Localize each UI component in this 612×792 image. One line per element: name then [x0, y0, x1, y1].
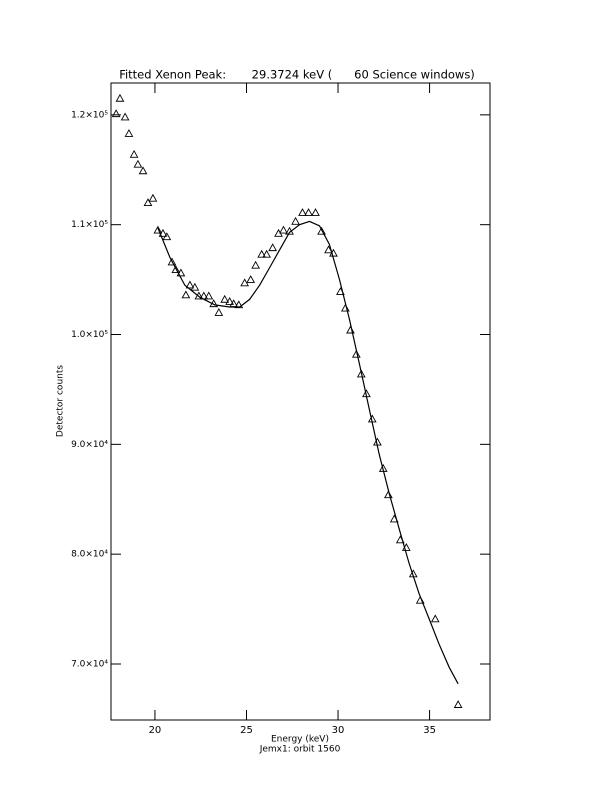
- data-point: [340, 303, 350, 312]
- data-point: [401, 543, 411, 551]
- data-point: [251, 260, 261, 269]
- data-point: [311, 208, 320, 216]
- y-tick-label: 1.2×10⁵: [71, 110, 108, 120]
- data-point: [204, 291, 214, 300]
- data-point: [367, 414, 377, 423]
- x-tick-label: 30: [332, 725, 345, 736]
- data-point: [214, 308, 224, 316]
- data-point: [234, 300, 244, 309]
- x-axis-sublabel: Jemx1: orbit 1560: [259, 745, 341, 755]
- data-point: [199, 291, 209, 300]
- data-point: [356, 369, 366, 378]
- y-tick-label: 9.0×10⁴: [71, 440, 108, 450]
- data-point: [346, 325, 355, 334]
- data-point: [124, 128, 134, 137]
- plot-frame: [110, 82, 491, 721]
- data-point: [285, 226, 294, 235]
- data-point: [304, 208, 313, 216]
- y-tick-label: 8.0×10⁴: [71, 550, 108, 560]
- data-point: [329, 248, 338, 257]
- data-point: [129, 149, 139, 158]
- data-point: [408, 569, 418, 578]
- y-tick-label: 1.0×10⁵: [71, 330, 108, 340]
- data-point: [389, 514, 399, 523]
- data-point: [430, 614, 440, 623]
- data-point: [133, 159, 143, 168]
- data-point: [246, 275, 256, 283]
- data-point: [268, 243, 278, 252]
- data-point: [317, 226, 326, 235]
- data-point: [171, 265, 181, 274]
- data-point: [229, 299, 239, 308]
- data-point: [298, 208, 307, 216]
- data-point: [115, 93, 125, 102]
- data-point: [167, 257, 177, 266]
- y-tick-label: 7.0×10⁴: [71, 659, 108, 669]
- data-point: [148, 193, 158, 202]
- x-tick-label: 20: [149, 725, 162, 736]
- data-point: [378, 463, 388, 472]
- data-point: [158, 228, 168, 237]
- data-point: [176, 268, 186, 277]
- data-point: [190, 282, 200, 291]
- data-point: [181, 290, 191, 299]
- data-point: [120, 112, 130, 121]
- x-axis-label: Energy (keV): [271, 735, 329, 745]
- data-point: [373, 437, 382, 446]
- data-point: [291, 216, 300, 225]
- data-point: [220, 294, 230, 303]
- x-tick-label: 25: [240, 725, 253, 736]
- data-point: [111, 109, 121, 118]
- data-point: [138, 166, 148, 175]
- data-point: [362, 389, 371, 398]
- data-point: [162, 232, 172, 241]
- fit-line: [157, 220, 459, 685]
- y-tick-label: 1.1×10⁵: [71, 220, 108, 230]
- data-point: [153, 225, 163, 234]
- data-point: [336, 287, 345, 296]
- data-point: [143, 198, 153, 207]
- chart-title: Fitted Xenon Peak: 29.3724 keV ( 60 Scie…: [119, 68, 475, 82]
- data-point: [453, 700, 463, 708]
- data-point: [324, 245, 333, 254]
- data-point: [384, 490, 393, 499]
- x-tick-label: 35: [423, 725, 436, 736]
- data-point: [395, 535, 405, 544]
- data-point: [415, 595, 425, 604]
- data-point: [240, 278, 250, 287]
- data-point: [279, 225, 288, 234]
- data-point: [225, 297, 235, 305]
- data-point: [185, 280, 195, 289]
- y-axis-label: Detector counts: [56, 365, 66, 437]
- data-point: [209, 299, 219, 308]
- data-point: [194, 291, 204, 300]
- data-point: [262, 249, 271, 258]
- data-point: [257, 249, 267, 258]
- data-point: [351, 349, 361, 358]
